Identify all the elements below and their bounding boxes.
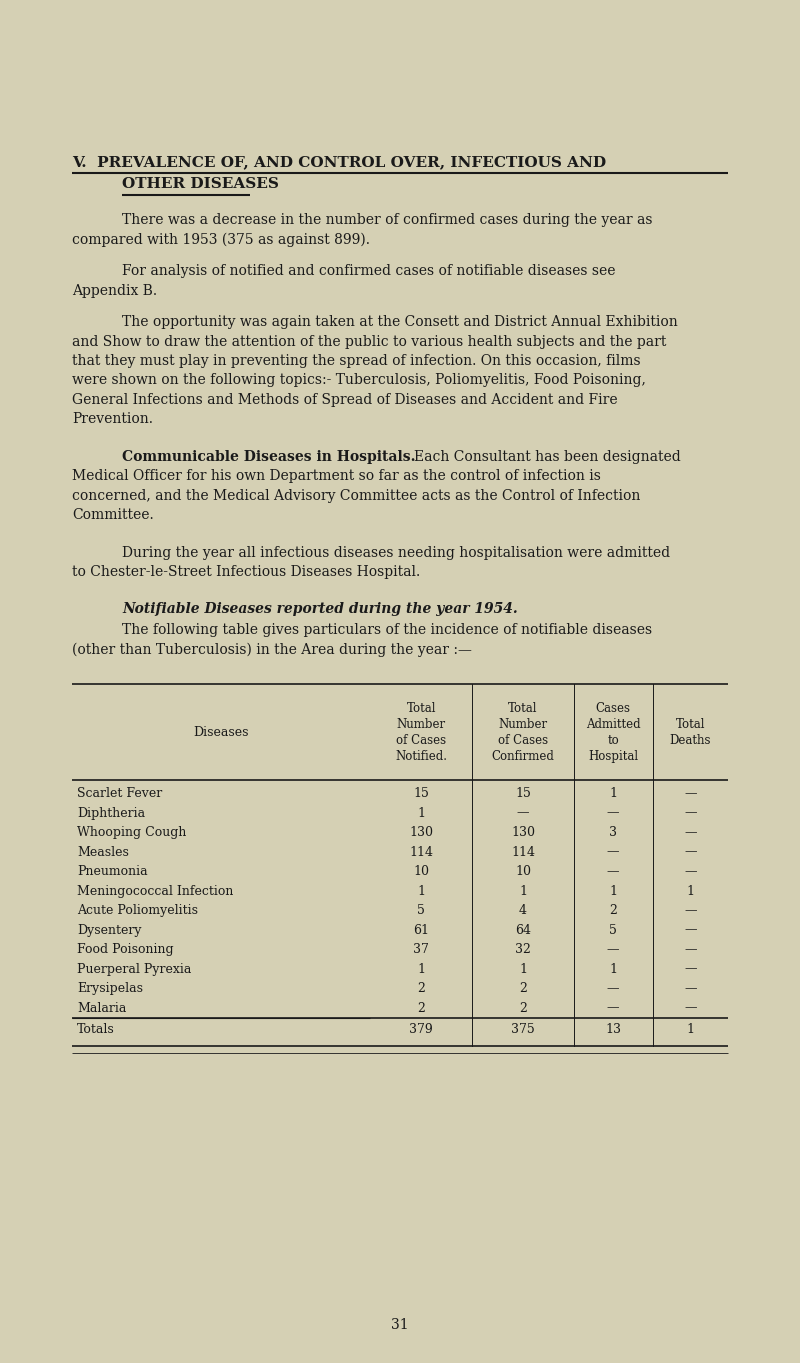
- Text: 4: 4: [519, 904, 527, 917]
- Text: Committee.: Committee.: [72, 508, 154, 522]
- Text: compared with 1953 (375 as against 899).: compared with 1953 (375 as against 899).: [72, 233, 370, 247]
- Text: —: —: [684, 845, 697, 859]
- Text: 1: 1: [610, 786, 618, 800]
- Text: 1: 1: [519, 962, 527, 976]
- Text: 1: 1: [418, 807, 426, 819]
- Text: 1: 1: [418, 962, 426, 976]
- Text: 2: 2: [610, 904, 617, 917]
- Text: The opportunity was again taken at the Consett and District Annual Exhibition: The opportunity was again taken at the C…: [122, 315, 678, 328]
- Text: Prevention.: Prevention.: [72, 413, 153, 427]
- Text: Acute Poliomyelitis: Acute Poliomyelitis: [77, 904, 198, 917]
- Text: V.  PREVALENCE OF, AND CONTROL OVER, INFECTIOUS AND: V. PREVALENCE OF, AND CONTROL OVER, INFE…: [72, 155, 606, 169]
- Text: —: —: [684, 807, 697, 819]
- Text: 130: 130: [410, 826, 434, 840]
- Text: Diseases: Diseases: [194, 726, 249, 739]
- Text: 130: 130: [511, 826, 535, 840]
- Text: 5: 5: [610, 924, 617, 936]
- Text: 1: 1: [686, 1022, 694, 1036]
- Text: 61: 61: [414, 924, 430, 936]
- Text: —: —: [684, 826, 697, 840]
- Text: 32: 32: [515, 943, 531, 955]
- Text: (other than Tuberculosis) in the Area during the year :—: (other than Tuberculosis) in the Area du…: [72, 642, 472, 657]
- Text: 37: 37: [414, 943, 430, 955]
- Text: Medical Officer for his own Department so far as the control of infection is: Medical Officer for his own Department s…: [72, 469, 601, 484]
- Text: were shown on the following topics:- Tuberculosis, Poliomyelitis, Food Poisoning: were shown on the following topics:- Tub…: [72, 373, 646, 387]
- Text: OTHER DISEASES: OTHER DISEASES: [122, 177, 279, 191]
- Text: 1: 1: [610, 962, 618, 976]
- Text: Scarlet Fever: Scarlet Fever: [77, 786, 162, 800]
- Text: Pneumonia: Pneumonia: [77, 866, 148, 878]
- Text: Total
Number
of Cases
Confirmed: Total Number of Cases Confirmed: [491, 702, 554, 763]
- Text: There was a decrease in the number of confirmed cases during the year as: There was a decrease in the number of co…: [122, 214, 653, 228]
- Text: 2: 2: [418, 1002, 426, 1014]
- Text: 1: 1: [519, 885, 527, 897]
- Text: Puerperal Pyrexia: Puerperal Pyrexia: [77, 962, 191, 976]
- Text: —: —: [684, 962, 697, 976]
- Text: Total
Number
of Cases
Notified.: Total Number of Cases Notified.: [395, 702, 447, 763]
- Text: Meningococcal Infection: Meningococcal Infection: [77, 885, 234, 897]
- Text: Totals: Totals: [77, 1022, 114, 1036]
- Text: 375: 375: [511, 1022, 535, 1036]
- Text: 15: 15: [414, 786, 430, 800]
- Text: Each Consultant has been designated: Each Consultant has been designated: [414, 450, 681, 463]
- Text: 2: 2: [519, 981, 527, 995]
- Text: Dysentery: Dysentery: [77, 924, 142, 936]
- Text: For analysis of notified and confirmed cases of notifiable diseases see: For analysis of notified and confirmed c…: [122, 264, 615, 278]
- Text: 13: 13: [606, 1022, 622, 1036]
- Text: —: —: [607, 807, 619, 819]
- Text: concerned, and the Medical Advisory Committee acts as the Control of Infection: concerned, and the Medical Advisory Comm…: [72, 489, 640, 503]
- Text: 3: 3: [610, 826, 618, 840]
- Text: Diphtheria: Diphtheria: [77, 807, 145, 819]
- Text: Cases
Admitted
to
Hospital: Cases Admitted to Hospital: [586, 702, 641, 763]
- Text: 10: 10: [414, 866, 430, 878]
- Text: 64: 64: [515, 924, 531, 936]
- Text: 15: 15: [515, 786, 531, 800]
- Text: —: —: [607, 845, 619, 859]
- Text: 379: 379: [410, 1022, 433, 1036]
- Text: 2: 2: [418, 981, 426, 995]
- Text: —: —: [684, 904, 697, 917]
- Text: Notifiable Diseases reported during the year 1954.: Notifiable Diseases reported during the …: [122, 602, 518, 616]
- Text: Malaria: Malaria: [77, 1002, 126, 1014]
- Text: Food Poisoning: Food Poisoning: [77, 943, 174, 955]
- Text: —: —: [684, 1002, 697, 1014]
- Text: General Infections and Methods of Spread of Diseases and Accident and Fire: General Infections and Methods of Spread…: [72, 393, 618, 408]
- Text: —: —: [607, 1002, 619, 1014]
- Text: to Chester-le-Street Infectious Diseases Hospital.: to Chester-le-Street Infectious Diseases…: [72, 566, 420, 579]
- Text: —: —: [684, 981, 697, 995]
- Text: —: —: [607, 981, 619, 995]
- Text: Communicable Diseases in Hospitals.: Communicable Diseases in Hospitals.: [122, 450, 415, 463]
- Text: 31: 31: [391, 1318, 409, 1332]
- Text: Appendix B.: Appendix B.: [72, 284, 157, 297]
- Text: Erysipelas: Erysipelas: [77, 981, 143, 995]
- Text: —: —: [684, 943, 697, 955]
- Text: During the year all infectious diseases needing hospitalisation were admitted: During the year all infectious diseases …: [122, 545, 670, 560]
- Text: 1: 1: [418, 885, 426, 897]
- Text: —: —: [684, 866, 697, 878]
- Text: 10: 10: [515, 866, 531, 878]
- Text: 2: 2: [519, 1002, 527, 1014]
- Text: 1: 1: [610, 885, 618, 897]
- Text: that they must play in preventing the spread of infection. On this occasion, fil: that they must play in preventing the sp…: [72, 354, 641, 368]
- Text: —: —: [517, 807, 530, 819]
- Text: 1: 1: [686, 885, 694, 897]
- Text: Total
Deaths: Total Deaths: [670, 718, 711, 747]
- Text: 114: 114: [410, 845, 434, 859]
- Text: —: —: [607, 866, 619, 878]
- Text: 114: 114: [511, 845, 535, 859]
- Text: —: —: [684, 786, 697, 800]
- Text: —: —: [607, 943, 619, 955]
- Text: The following table gives particulars of the incidence of notifiable diseases: The following table gives particulars of…: [122, 623, 652, 637]
- Text: Measles: Measles: [77, 845, 129, 859]
- Text: and Show to draw the attention of the public to various health subjects and the : and Show to draw the attention of the pu…: [72, 334, 666, 349]
- Text: Whooping Cough: Whooping Cough: [77, 826, 186, 840]
- Text: 5: 5: [418, 904, 426, 917]
- Text: —: —: [684, 924, 697, 936]
